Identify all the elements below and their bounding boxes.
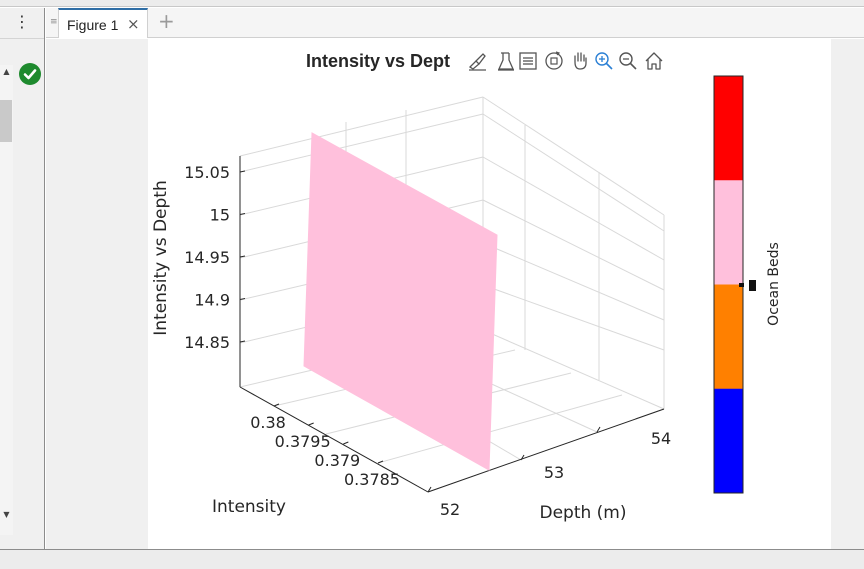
chart-title: Intensity vs Dept (306, 51, 450, 71)
pan-hand-icon[interactable] (568, 48, 592, 74)
y-tick-label: 0.3785 (344, 470, 400, 489)
y-tick-label: 0.38 (250, 413, 286, 432)
scrollbar-thumb[interactable] (0, 100, 12, 142)
x-tick-mark (427, 486, 432, 493)
gridline (482, 284, 665, 351)
panel-divider (0, 38, 44, 39)
gridline (482, 156, 665, 261)
home-icon[interactable] (642, 48, 666, 74)
z-tick-label: 14.95 (184, 248, 230, 267)
vertical-ellipsis-icon[interactable]: ⋮ (14, 12, 30, 31)
axes-toolbar (466, 48, 666, 74)
z-axis-label: Intensity vs Depth (151, 180, 171, 336)
gridline (482, 113, 665, 232)
y-tick-mark (343, 441, 349, 445)
x-axis-label: Depth (m) (539, 503, 626, 523)
x-tick-mark (596, 426, 601, 433)
rotate-3d-icon[interactable] (542, 48, 566, 74)
tab-figure-1[interactable]: Figure 1 × (58, 8, 148, 38)
colorbar-segment (714, 388, 743, 494)
y-axis-line (239, 386, 429, 493)
x-axis-line (427, 408, 665, 493)
vertical-scrollbar[interactable] (0, 65, 13, 535)
gridline (482, 199, 665, 291)
x-tick-labels: 52 53 54 (427, 426, 671, 519)
scroll-down-icon[interactable]: ▼ (3, 510, 10, 519)
gridline (239, 113, 484, 173)
colorbar-marker (739, 283, 744, 287)
z-tick-label: 15 (210, 206, 230, 225)
colorbar-segment (714, 76, 743, 181)
colorbar (714, 76, 743, 494)
gridline (377, 394, 623, 464)
z-tick-mark (239, 213, 246, 215)
surface-patch (303, 132, 498, 471)
legend-icon[interactable] (516, 48, 540, 74)
plus-icon[interactable]: + (158, 9, 175, 33)
colorbar-label: Ocean Beds (766, 242, 782, 326)
x-tick-label: 54 (651, 429, 671, 448)
y-tick-label: 0.379 (314, 451, 360, 470)
gridline (239, 96, 484, 157)
z-tick-labels: 15.05 15 14.95 14.9 14.85 (184, 163, 246, 352)
zoom-in-icon[interactable] (592, 48, 616, 74)
y-axis-label: Intensity (212, 497, 286, 517)
z-tick-mark (239, 298, 246, 300)
colorbar-segment (714, 284, 743, 390)
gridline (482, 96, 665, 216)
zoom-out-icon[interactable] (616, 48, 640, 74)
colorbar-segment (714, 180, 743, 285)
tab-label: Figure 1 (67, 17, 119, 33)
brush-icon[interactable] (466, 48, 490, 74)
left-panel: ⋮ ▲ ▼ (0, 8, 45, 549)
gridline (482, 242, 665, 321)
scroll-up-icon[interactable]: ▲ (3, 67, 10, 76)
z-tick-label: 14.9 (194, 291, 230, 310)
window-bottom-border (0, 549, 864, 569)
x-tick-label: 53 (544, 463, 564, 482)
y-tick-mark (377, 460, 384, 464)
z-tick-label: 15.05 (184, 163, 230, 182)
colorbar-marker (749, 280, 756, 291)
window-top-border (0, 0, 864, 7)
axis-lines (239, 156, 665, 493)
y-tick-mark (273, 403, 280, 407)
tab-bar: ≡ Figure 1 × + (46, 8, 864, 38)
checkmark-icon (19, 63, 41, 85)
z-tick-mark (239, 340, 246, 343)
y-tick-mark (308, 422, 314, 426)
x-tick-label: 52 (440, 500, 460, 519)
tab-grip-icon[interactable]: ≡ (50, 17, 58, 27)
z-tick-label: 14.85 (184, 333, 230, 352)
y-tick-label: 0.3795 (275, 432, 331, 451)
close-icon[interactable]: × (127, 15, 140, 33)
data-tips-icon[interactable] (494, 48, 518, 74)
z-tick-mark (239, 255, 246, 258)
gridline (482, 329, 665, 410)
x-tick-mark (520, 454, 525, 461)
z-tick-mark (239, 170, 246, 173)
